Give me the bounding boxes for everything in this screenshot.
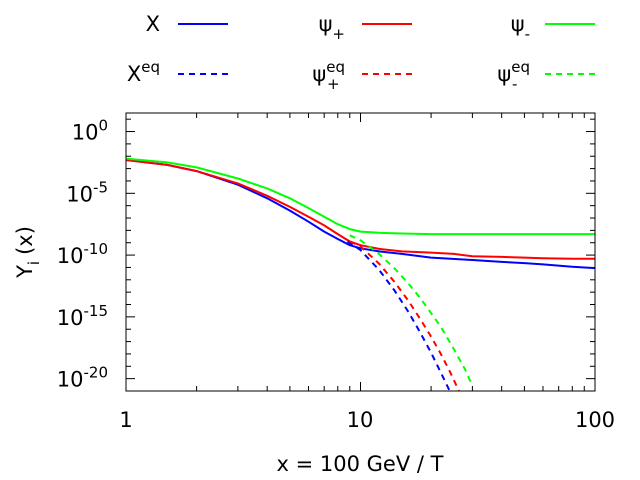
- legend-label-base: ψ: [319, 12, 333, 36]
- y-tick-label-exponent: -5: [93, 178, 108, 196]
- x-tick-label: 10: [347, 408, 374, 432]
- plot-frame: [125, 112, 596, 392]
- legend-label-subscript: -: [512, 75, 517, 93]
- y-tick-label: 100: [72, 117, 108, 145]
- x-tick-label: 100: [575, 408, 615, 432]
- y-tick-label-exponent: -10: [84, 240, 109, 258]
- y-tick-label-base: 10: [66, 182, 93, 206]
- y-axis-title-subscript: i: [25, 261, 43, 265]
- y-tick-label-base: 10: [57, 244, 84, 268]
- legend-label: ψeq +: [312, 58, 345, 93]
- x-tick-label: 1: [119, 408, 132, 432]
- legend-item-psi-minus-eq: ψeq -: [497, 58, 595, 93]
- y-tick-label-base: 10: [57, 368, 84, 392]
- series-line-psi-minus-eq: [349, 234, 474, 387]
- y-tick-label: 10-15: [57, 302, 108, 330]
- legend-label-subscript: +: [327, 75, 340, 93]
- legend-item-X-eq: Xeq: [127, 58, 228, 86]
- legend-label-base: X: [146, 12, 160, 36]
- y-tick-label-exponent: -15: [84, 302, 109, 320]
- y-axis-title-base: Y: [13, 265, 37, 279]
- legend-label-base: ψ: [511, 12, 525, 36]
- legend-label: ψ-: [511, 12, 530, 43]
- legend-item-psi-minus: ψ-: [511, 12, 595, 43]
- series-line-psi-plus: [126, 159, 595, 260]
- y-axis-title-argument: (x): [13, 226, 37, 255]
- legend-label-base: ψ: [497, 62, 511, 86]
- legend-label-base: X: [127, 62, 141, 86]
- series-line-X: [126, 159, 595, 270]
- legend-label: ψeq -: [497, 58, 530, 93]
- y-axis-title: Yi (x): [13, 226, 43, 279]
- legend-label-base: ψ: [312, 62, 326, 86]
- legend-label: X: [146, 12, 160, 36]
- legend-item-X: X: [146, 12, 228, 36]
- legend-label: ψ+: [319, 12, 345, 43]
- legend-label-subscript: +: [332, 25, 345, 43]
- x-axis-title: x = 100 GeV / T: [277, 452, 444, 476]
- y-tick-label-base: 10: [72, 121, 99, 145]
- y-tick-label-exponent: -20: [84, 364, 109, 382]
- series-layer: [126, 157, 595, 391]
- y-tick-label-base: 10: [57, 306, 84, 330]
- y-tick-label: 10-20: [57, 364, 108, 392]
- legend-label-subscript: -: [525, 25, 530, 43]
- legend-label-superscript: eq: [511, 58, 530, 76]
- y-tick-label: 10-5: [66, 178, 108, 206]
- series-line-psi-minus: [126, 157, 595, 236]
- legend-label: Xeq: [127, 58, 160, 86]
- legend-label-superscript: eq: [326, 58, 345, 76]
- y-tick-label: 10-10: [57, 240, 108, 268]
- legend-item-psi-plus: ψ+: [319, 12, 412, 43]
- x-tick-labels: 1 10 100: [119, 408, 615, 432]
- y-tick-label-exponent: 0: [98, 117, 108, 135]
- legend-item-psi-plus-eq: ψeq +: [312, 58, 412, 93]
- legend-label-superscript: eq: [141, 58, 160, 76]
